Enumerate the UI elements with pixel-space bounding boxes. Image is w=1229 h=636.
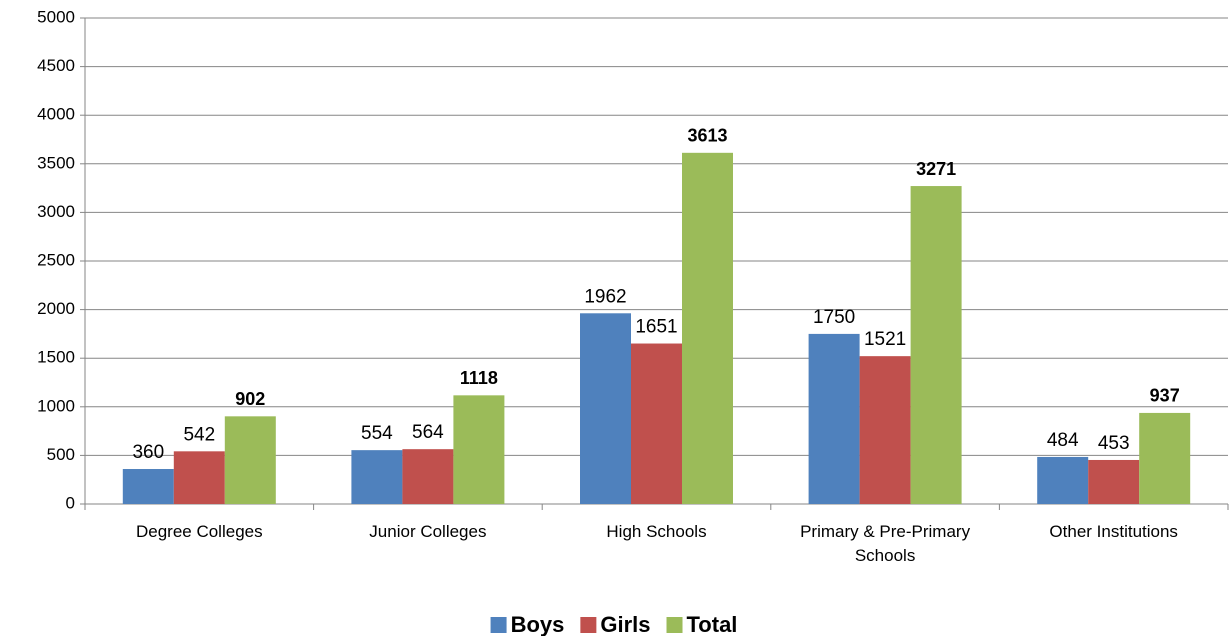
y-tick-label: 3500 <box>37 153 75 172</box>
y-tick-label: 1500 <box>37 348 75 367</box>
bar <box>631 343 682 504</box>
y-tick-label: 0 <box>66 493 75 512</box>
bar <box>859 356 911 504</box>
data-label: 564 <box>412 422 444 443</box>
data-label: 1651 <box>635 317 677 338</box>
bar <box>351 450 403 504</box>
data-label: 1118 <box>460 368 498 388</box>
x-tick-label: Junior Colleges <box>369 522 487 541</box>
bar <box>808 333 860 504</box>
legend-label: Boys <box>511 612 565 636</box>
y-tick-label: 500 <box>47 445 75 464</box>
data-label: 542 <box>183 424 215 445</box>
bar <box>910 186 962 504</box>
bar <box>682 152 733 504</box>
bar <box>1037 456 1089 504</box>
y-tick-label: 2500 <box>37 250 75 269</box>
legend-swatch <box>666 617 683 633</box>
bar <box>402 449 454 504</box>
x-tick-label: High Schools <box>606 522 707 541</box>
bar <box>224 416 276 504</box>
legend-swatch <box>490 617 507 633</box>
y-tick-label: 5000 <box>37 7 75 26</box>
bar <box>1088 459 1140 504</box>
y-tick-label: 3000 <box>37 202 75 221</box>
x-tick-label: Degree Colleges <box>135 522 263 541</box>
y-tick-label: 1000 <box>37 396 75 415</box>
data-label: 3271 <box>916 159 956 179</box>
y-tick-label: 4000 <box>37 105 75 124</box>
bar <box>453 395 505 504</box>
data-label: 554 <box>361 423 393 444</box>
data-label: 1521 <box>864 329 906 350</box>
x-tick-label: Other Institutions <box>1049 522 1178 541</box>
data-label: 1750 <box>813 307 855 328</box>
legend-swatch <box>580 617 597 633</box>
bar <box>580 313 631 504</box>
bar <box>173 451 225 504</box>
y-tick-label: 4500 <box>37 56 75 75</box>
data-label: 937 <box>1150 386 1180 406</box>
data-label: 1962 <box>584 286 626 307</box>
bar <box>1139 412 1191 504</box>
legend-label: Girls <box>600 612 650 636</box>
legend-label: Total <box>687 612 738 636</box>
y-tick-label: 2000 <box>37 299 75 318</box>
data-label: 453 <box>1098 433 1130 454</box>
data-label: 902 <box>235 389 265 409</box>
bar <box>122 469 174 504</box>
data-label: 484 <box>1047 430 1079 451</box>
data-label: 3613 <box>687 126 727 146</box>
data-label: 360 <box>132 442 164 463</box>
x-tick-label: Primary & Pre-Primary Schools <box>800 522 971 565</box>
